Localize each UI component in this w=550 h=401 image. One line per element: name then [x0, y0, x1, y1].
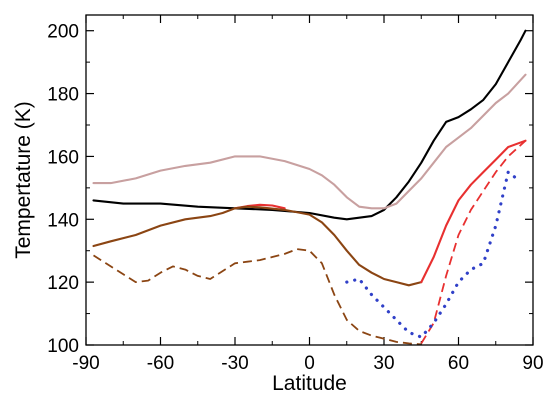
plot-frame	[85, 14, 534, 346]
series-lines	[92, 29, 527, 346]
x-tick-label: 60	[448, 353, 469, 374]
x-tick-label: -30	[221, 353, 248, 374]
y-tick-label: 200	[47, 22, 79, 43]
x-tick-label: 30	[373, 353, 394, 374]
x-tick-label: -90	[72, 353, 99, 374]
series-line-2-solid	[92, 73, 527, 210]
series-line-5-solid	[420, 139, 527, 284]
y-tick-label: 100	[47, 336, 79, 357]
y-axis-title: Tempertature (K)	[12, 101, 35, 259]
y-tick-label: 140	[47, 210, 79, 231]
series-line-7-dashed	[420, 140, 527, 344]
series-line-6-dashed	[93, 248, 422, 346]
x-tick-label: -60	[147, 353, 174, 374]
y-tick-label: 180	[47, 85, 79, 106]
x-tick-label: 90	[522, 353, 543, 374]
series-line-1-solid	[92, 29, 527, 221]
y-tick-label: 120	[47, 273, 79, 294]
x-axis-title: Latitude	[272, 372, 347, 395]
tick-marks	[85, 15, 534, 346]
tick-labels: -90 -60 -30 0 30 60 90 100 120 140 160 180 200	[47, 22, 543, 374]
x-tick-label: 0	[304, 353, 315, 374]
series-line-4-solid	[92, 205, 423, 287]
y-tick-label: 160	[47, 147, 79, 168]
